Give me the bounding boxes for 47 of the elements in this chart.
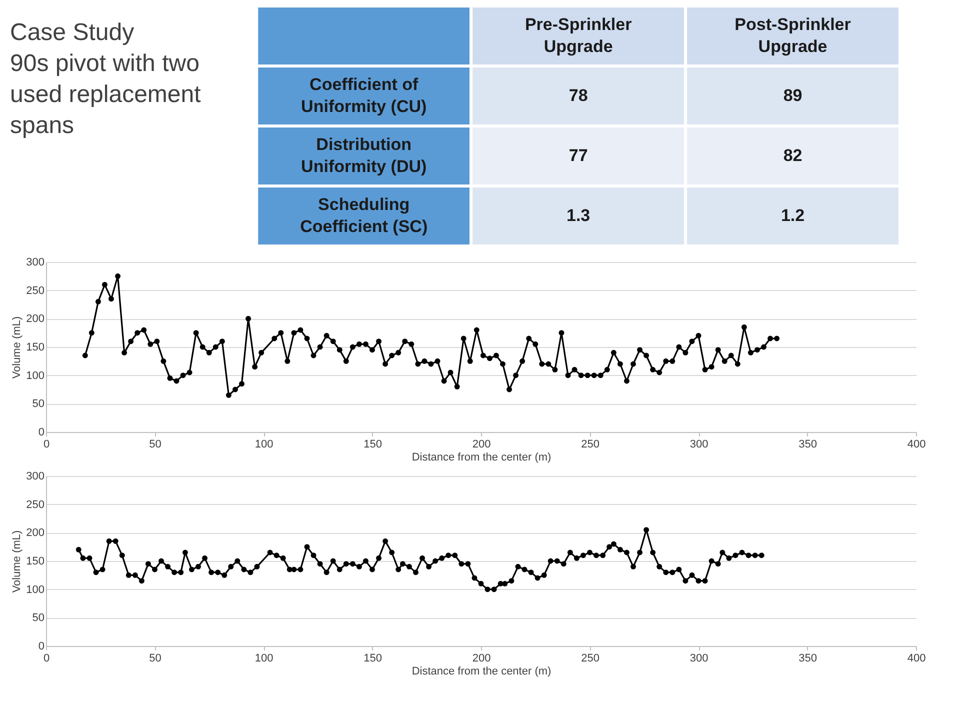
y-tick-label: 0 xyxy=(38,426,44,438)
x-tick-label: 400 xyxy=(907,438,926,450)
y-axis-title: Volume (mL) xyxy=(11,316,24,379)
x-axis-title: Distance from the center (m) xyxy=(412,452,552,464)
x-tick-label: 300 xyxy=(690,652,708,664)
x-tick-label: 350 xyxy=(798,438,817,450)
y-tick-label: 250 xyxy=(26,498,44,511)
y-tick-label: 150 xyxy=(26,556,44,568)
x-axis-title: Distance from the center (m) xyxy=(412,666,552,678)
x-tick-label: 50 xyxy=(149,652,162,664)
y-tick-label: 250 xyxy=(26,284,44,297)
y-tick-label: 200 xyxy=(26,313,44,326)
y-tick-label: 50 xyxy=(32,612,44,624)
x-tick-label: 200 xyxy=(472,438,491,450)
y-axis-title: Volume (mL) xyxy=(11,530,24,593)
data-label: 89 xyxy=(783,86,802,105)
data-label: 1.3 xyxy=(566,206,590,225)
x-tick-label: 200 xyxy=(472,652,491,664)
x-tick-label: Pre-Sprinkler Upgrade xyxy=(524,15,632,56)
text: Case Study xyxy=(10,19,134,46)
y-tick-label: 0 xyxy=(38,640,44,652)
x-tick-label: 250 xyxy=(581,438,600,450)
data-label: 1.2 xyxy=(780,206,805,225)
y-tick-label: 200 xyxy=(26,527,44,540)
y-tick-label: 300 xyxy=(26,256,44,268)
y-tick-label: 100 xyxy=(26,370,44,382)
x-tick-label: 350 xyxy=(798,652,817,664)
x-tick-label: 100 xyxy=(254,652,274,664)
data-label: 82 xyxy=(783,146,802,165)
x-tick-label: 250 xyxy=(581,652,600,664)
x-tick-label: 150 xyxy=(364,438,382,450)
y-tick-label: 100 xyxy=(26,584,44,596)
x-tick-label: 100 xyxy=(254,438,274,450)
y-tick-label: 50 xyxy=(32,398,44,410)
x-tick-label: 50 xyxy=(149,438,162,450)
y-tick-label: Scheduling Coefficient (SC) xyxy=(300,195,428,236)
x-tick-label: 400 xyxy=(907,652,926,664)
x-tick-label: Post-Sprinkler Upgrade xyxy=(734,15,852,56)
data-label: 78 xyxy=(568,86,588,105)
x-tick-label: 150 xyxy=(364,652,382,664)
data-label: 77 xyxy=(568,146,588,165)
text: 90s pivot with two used replacement spans xyxy=(10,50,202,139)
x-tick-label: 300 xyxy=(690,438,708,450)
y-tick-label: 150 xyxy=(26,342,44,354)
y-tick-label: 300 xyxy=(26,470,44,482)
y-tick-label: Coefficient of Uniformity (CU) xyxy=(301,75,427,116)
y-tick-label: Distribution Uniformity (DU) xyxy=(301,135,427,176)
